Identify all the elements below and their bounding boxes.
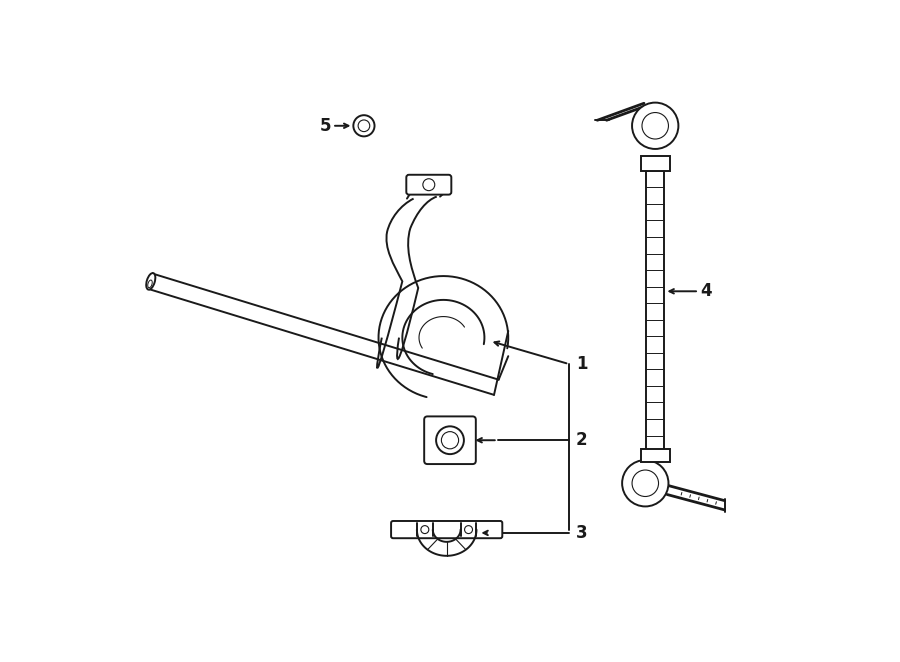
Circle shape <box>464 526 473 534</box>
Circle shape <box>436 426 464 454</box>
Circle shape <box>421 526 428 534</box>
Circle shape <box>632 103 679 149</box>
FancyBboxPatch shape <box>406 175 451 195</box>
Text: 3: 3 <box>576 524 588 542</box>
Circle shape <box>642 113 669 139</box>
Text: 5: 5 <box>320 117 331 135</box>
Circle shape <box>632 470 659 496</box>
Circle shape <box>441 432 459 449</box>
Circle shape <box>622 460 669 506</box>
FancyBboxPatch shape <box>392 521 502 538</box>
FancyBboxPatch shape <box>424 416 476 464</box>
Ellipse shape <box>148 280 152 288</box>
Text: 4: 4 <box>700 282 712 301</box>
Bar <box>641 156 670 171</box>
Bar <box>641 449 670 462</box>
Ellipse shape <box>146 273 156 290</box>
Circle shape <box>423 179 435 191</box>
Text: 2: 2 <box>576 431 588 449</box>
Circle shape <box>354 115 374 136</box>
Text: 1: 1 <box>576 355 588 373</box>
Circle shape <box>358 120 370 132</box>
